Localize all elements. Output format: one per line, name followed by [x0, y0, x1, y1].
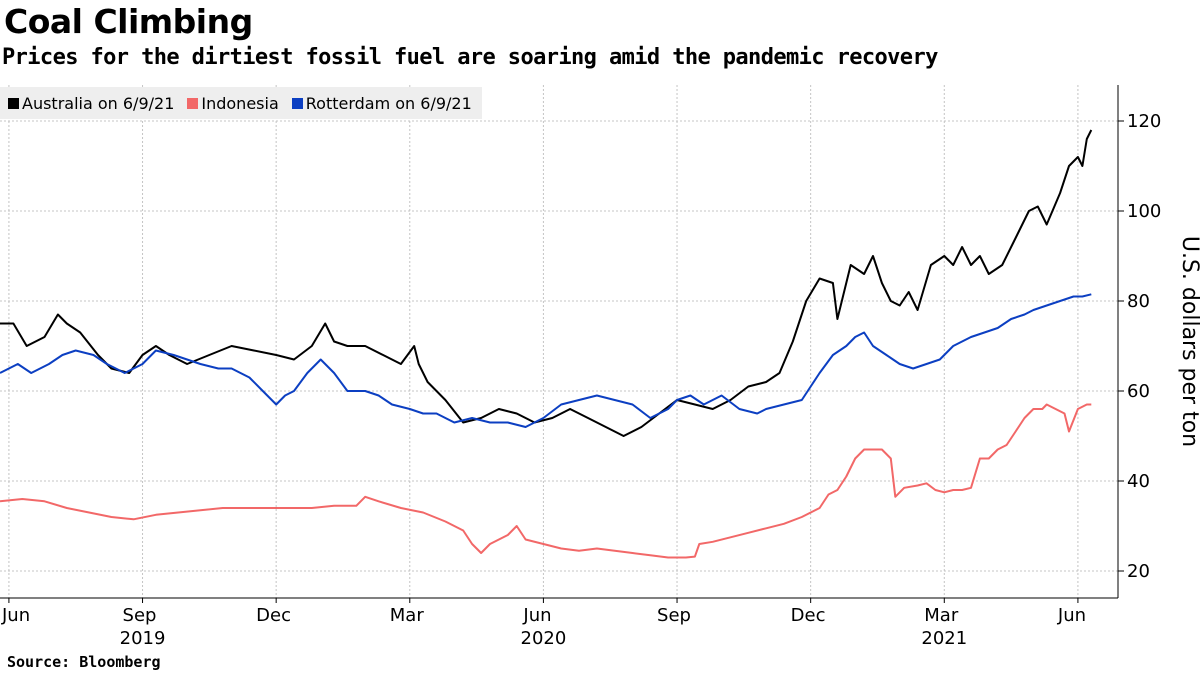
- x-tick-label-mar-7: Mar: [924, 605, 959, 626]
- y-tick-label-40: 40: [1127, 471, 1150, 492]
- legend-item-australia: Australia on 6/9/21: [8, 94, 174, 113]
- series-line-rotterdam: [0, 293, 1092, 428]
- x-year-label-2019: 2019: [120, 628, 166, 649]
- chart-gridlines: [0, 85, 1118, 598]
- x-tick-label-sep-5: Sep: [657, 605, 691, 626]
- y-tick-label-60: 60: [1127, 381, 1150, 402]
- y-tick-label-120: 120: [1127, 111, 1161, 132]
- chart-series: [0, 129, 1093, 559]
- legend-item-indonesia: Indonesia: [187, 93, 279, 113]
- x-tick-label-dec-2: Dec: [256, 605, 291, 626]
- y-axis-title: U.S. dollars per ton: [1177, 236, 1200, 447]
- y-tick-label-80: 80: [1127, 291, 1150, 312]
- x-tick-label-jun-0: Jun: [1, 605, 30, 626]
- chart-title: Coal Climbing: [4, 2, 253, 41]
- legend-label-indonesia: Indonesia: [201, 93, 279, 113]
- x-year-label-2020: 2020: [521, 628, 567, 649]
- x-tick-label-dec-6: Dec: [791, 605, 826, 626]
- x-year-label-2021: 2021: [921, 628, 967, 649]
- legend-item-rotterdam: Rotterdam on 6/9/21: [291, 93, 472, 113]
- chart-subtitle: Prices for the dirtiest fossil fuel are …: [2, 45, 938, 70]
- x-tick-label-jun-4: Jun: [522, 605, 551, 626]
- series-line-indonesia: [0, 403, 1092, 559]
- legend-label-australia: Australia on 6/9/21: [22, 93, 175, 113]
- chart-source: Source: Bloomberg: [7, 653, 161, 671]
- legend-swatch-rotterdam: [291, 97, 303, 109]
- x-tick-label-mar-3: Mar: [390, 605, 425, 626]
- series-line-australia: [0, 129, 1093, 437]
- y-tick-label-20: 20: [1127, 561, 1150, 582]
- legend-swatch-indonesia: [187, 97, 199, 109]
- legend-swatch-australia: [8, 97, 19, 109]
- x-tick-label-jun-8: Jun: [1057, 605, 1086, 626]
- x-tick-label-sep-1: Sep: [123, 605, 157, 626]
- chart-legend: Australia on 6/9/21 Indonesia Rotterdam …: [0, 87, 482, 119]
- y-tick-label-100: 100: [1127, 201, 1161, 222]
- chart-axes: [0, 85, 1124, 603]
- chart-tick-labels: 20 40 60 80 100 120 Jun Sep Dec Mar Jun Sep Dec Mar Ju…: [1, 111, 1200, 649]
- legend-label-rotterdam: Rotterdam on 6/9/21: [305, 93, 472, 113]
